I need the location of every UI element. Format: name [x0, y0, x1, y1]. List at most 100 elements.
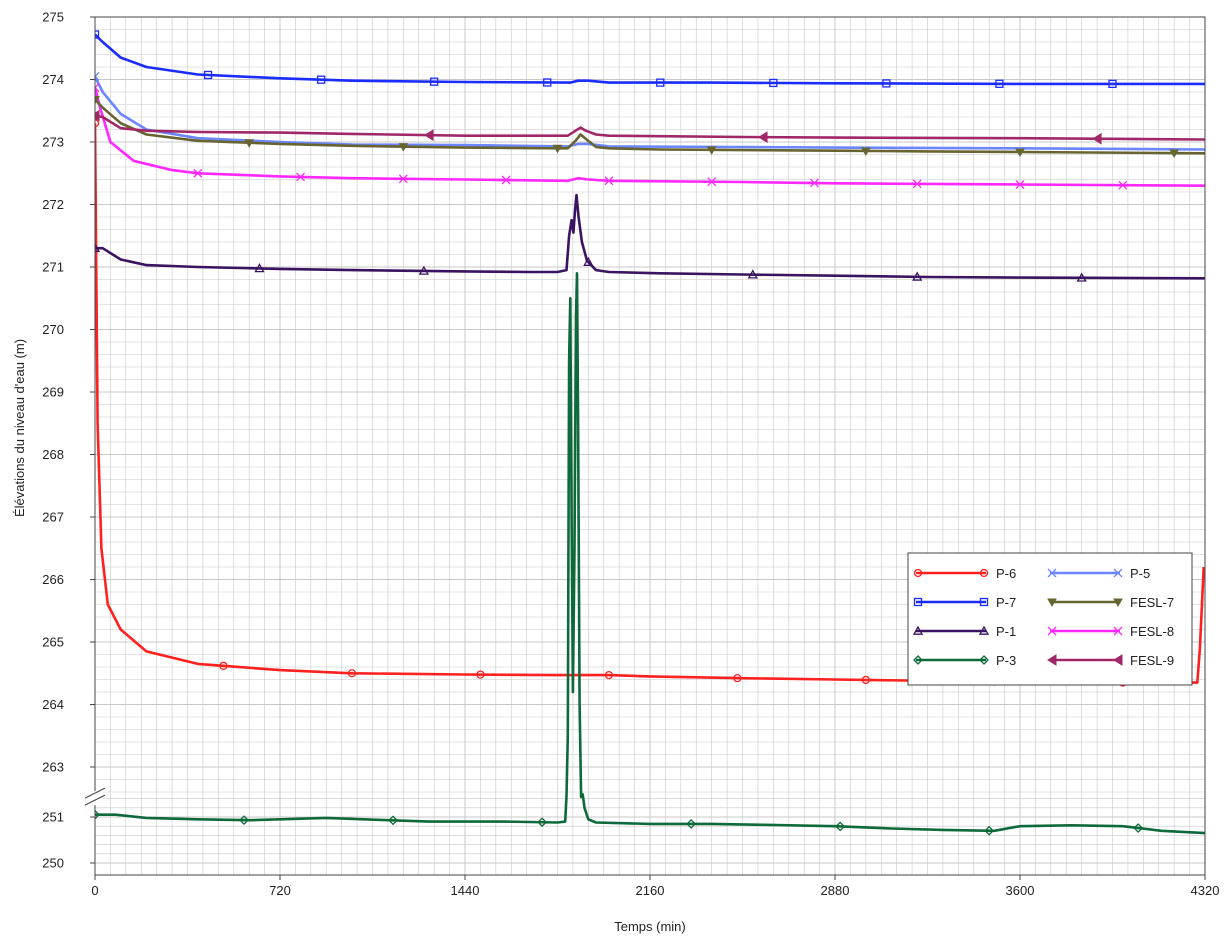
- grid: [94, 16, 1206, 875]
- x-tick-label: 720: [269, 883, 291, 898]
- legend-label-fesl-7: FESL-7: [1130, 595, 1174, 610]
- y-tick-label: 250: [42, 856, 64, 871]
- series-marker-p-7: [316, 75, 326, 84]
- legend-label-p-5: P-5: [1130, 566, 1150, 581]
- y-tick-label: 271: [42, 260, 64, 275]
- legend-marker-fesl-9: [1113, 654, 1123, 666]
- legend-marker-p-3: [979, 655, 989, 665]
- series-marker-p-6: [733, 673, 742, 683]
- y-tick-label: 265: [42, 635, 64, 650]
- legend-marker-fesl-8: [1047, 626, 1057, 636]
- legend-item-p-3: P-3: [913, 653, 1016, 668]
- series-p-5: [95, 71, 1205, 151]
- y-tick-label: 264: [42, 697, 64, 712]
- series-marker-p-3: [537, 817, 548, 828]
- series-marker-p-7: [543, 78, 552, 87]
- series-marker-fesl-8: [1015, 180, 1025, 189]
- legend-marker-p-7: [913, 597, 923, 607]
- legend-label-fesl-9: FESL-9: [1130, 653, 1174, 668]
- series-marker-fesl-7: [1169, 149, 1180, 159]
- series-marker-p-7: [882, 79, 891, 88]
- series-p-1: [95, 193, 1205, 282]
- series-marker-fesl-8: [604, 176, 614, 186]
- legend: P-6 P-7 P-1 P-3 P-5 FESL-7 FESL-8 FESL-9: [907, 552, 1193, 686]
- series-marker-p-6: [219, 661, 228, 670]
- series-marker-fesl-7: [860, 147, 871, 156]
- series-marker-p-3: [1133, 823, 1144, 833]
- axes: 0 720 1440 2160 2880 3600 4320 263 264 265 266 267 2…: [42, 10, 1219, 899]
- series-line-fesl-9: [95, 114, 1205, 141]
- series-marker-fesl-7: [706, 146, 717, 155]
- series-marker-p-1: [747, 269, 758, 279]
- series-marker-p-6: [861, 675, 870, 685]
- axis-break-mark: [84, 794, 106, 806]
- legend-label-p-3: P-3: [996, 653, 1016, 668]
- series-marker-p-7: [769, 78, 778, 88]
- x-tick-label: 2880: [821, 883, 850, 898]
- series-marker-fesl-8: [1118, 180, 1128, 190]
- series-marker-p-7: [656, 78, 665, 87]
- y-tick-label: 274: [42, 72, 64, 87]
- series-marker-p-3: [388, 815, 398, 826]
- x-tick-label: 3600: [1006, 883, 1035, 898]
- y-tick-label: 266: [42, 572, 64, 587]
- legend-label-p-1: P-1: [996, 624, 1016, 639]
- x-tick-label: 4320: [1191, 883, 1220, 898]
- series-marker-p-1: [912, 271, 923, 281]
- series-marker-fesl-7: [552, 144, 563, 154]
- series-marker-fesl-8: [296, 172, 306, 182]
- series-line-p-5: [95, 75, 1205, 151]
- x-axis-title: Temps (min): [614, 919, 686, 934]
- y-tick-label: 267: [42, 510, 64, 525]
- legend-item-fesl-9: FESL-9: [1047, 653, 1174, 668]
- series-marker-fesl-8: [912, 179, 922, 189]
- series-marker-p-1: [254, 263, 265, 273]
- series-marker-p-7: [95, 30, 100, 39]
- series-marker-p-3: [239, 815, 249, 826]
- series-marker-p-3: [95, 809, 100, 820]
- series-marker-p-3: [984, 825, 995, 836]
- legend-marker-p-7: [979, 597, 989, 607]
- series-marker-fesl-8: [707, 177, 717, 187]
- series-marker-fesl-7: [95, 96, 100, 105]
- series-marker-fesl-8: [809, 178, 819, 188]
- series-marker-fesl-7: [244, 139, 255, 148]
- x-tick-label: 0: [91, 883, 98, 898]
- legend-item-fesl-7: FESL-7: [1047, 595, 1174, 610]
- series-marker-p-7: [430, 77, 439, 86]
- series-marker-p-1: [95, 242, 101, 253]
- legend-marker-fesl-9: [1047, 654, 1057, 666]
- legend-label-p-7: P-7: [996, 595, 1016, 610]
- y-axis-title: Élévations du niveau d'eau (m): [12, 339, 27, 517]
- y-tick-label: 273: [42, 135, 64, 150]
- legend-marker-p-5: [1113, 568, 1123, 578]
- legend-marker-p-1: [912, 625, 924, 635]
- series-line-p-7: [95, 33, 1205, 86]
- y-tick-label: 251: [42, 810, 64, 825]
- series-marker-fesl-8: [95, 83, 100, 93]
- legend-item-p-6: P-6: [913, 566, 1016, 581]
- legend-marker-fesl-7: [1113, 598, 1123, 608]
- series-marker-fesl-8: [193, 168, 203, 178]
- series-marker-p-6: [476, 670, 485, 679]
- x-tick-label: 1440: [451, 883, 480, 898]
- series-marker-fesl-9: [1092, 132, 1102, 145]
- series-fesl-9: [95, 109, 1205, 145]
- legend-marker-p-1: [978, 625, 990, 635]
- series-marker-p-7: [995, 79, 1004, 88]
- series-marker-fesl-7: [398, 143, 409, 152]
- legend-item-fesl-8: FESL-8: [1047, 624, 1174, 639]
- series-marker-p-6: [347, 669, 357, 678]
- series-marker-p-3: [686, 818, 697, 829]
- y-tick-label: 272: [42, 197, 64, 212]
- legend-item-p-5: P-5: [1047, 566, 1150, 581]
- series-fesl-7: [95, 96, 1205, 159]
- legend-marker-fesl-8: [1113, 626, 1123, 636]
- series-marker-fesl-8: [398, 174, 408, 184]
- y-tick-label: 263: [42, 760, 64, 775]
- legend-label-p-6: P-6: [996, 566, 1016, 581]
- legend-marker-p-3: [913, 655, 923, 665]
- series-marker-p-1: [418, 265, 429, 275]
